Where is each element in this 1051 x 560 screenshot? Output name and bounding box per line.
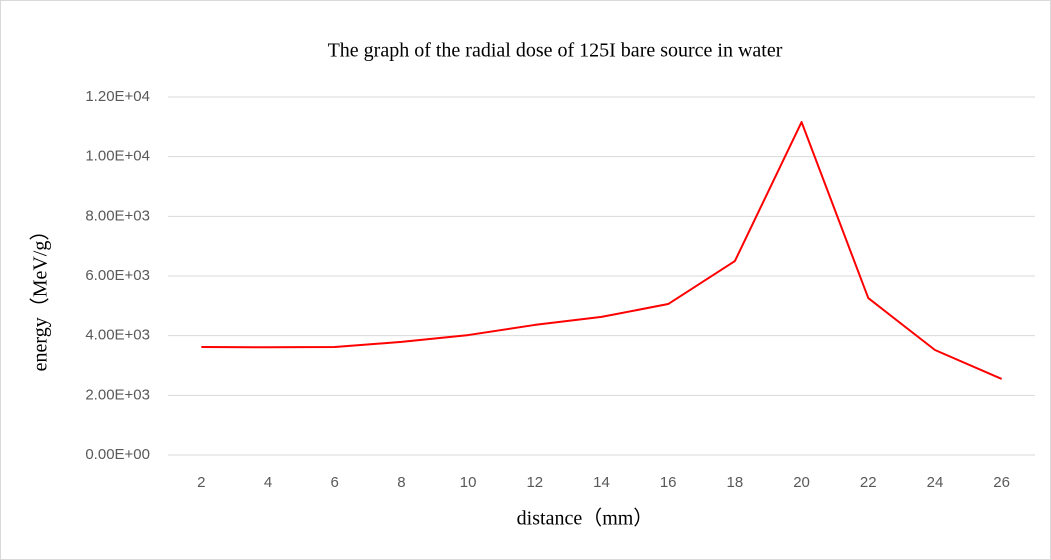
x-tick-label: 14 xyxy=(593,474,610,491)
x-tick-label: 6 xyxy=(331,474,339,491)
x-tick-label: 26 xyxy=(993,474,1010,491)
y-tick-label: 2.00E+03 xyxy=(85,386,150,403)
y-tick-label: 1.00E+04 xyxy=(85,148,150,165)
x-tick-label: 22 xyxy=(860,474,877,491)
y-tick-label: 8.00E+03 xyxy=(85,207,150,224)
x-tick-label: 8 xyxy=(397,474,405,491)
y-tick-label: 0.00E+00 xyxy=(85,446,150,463)
x-tick-label: 18 xyxy=(727,474,744,491)
data-line xyxy=(201,121,1003,380)
x-tick-label: 16 xyxy=(660,474,677,491)
x-tick-label: 4 xyxy=(264,474,272,491)
chart-title: The graph of the radial dose of 125I bar… xyxy=(328,40,783,62)
x-axis-label: distance（mm） xyxy=(517,507,654,530)
x-tick-label: 2 xyxy=(197,474,205,491)
y-axis-label: energy（MeV/g） xyxy=(29,221,52,372)
y-tick-label: 4.00E+03 xyxy=(85,327,150,344)
y-tick-label: 6.00E+03 xyxy=(85,267,150,284)
x-tick-label: 10 xyxy=(460,474,477,491)
x-tick-label: 24 xyxy=(927,474,944,491)
x-tick-label: 12 xyxy=(526,474,543,491)
x-tick-label: 20 xyxy=(793,474,810,491)
y-tick-label: 1.20E+04 xyxy=(85,88,150,105)
